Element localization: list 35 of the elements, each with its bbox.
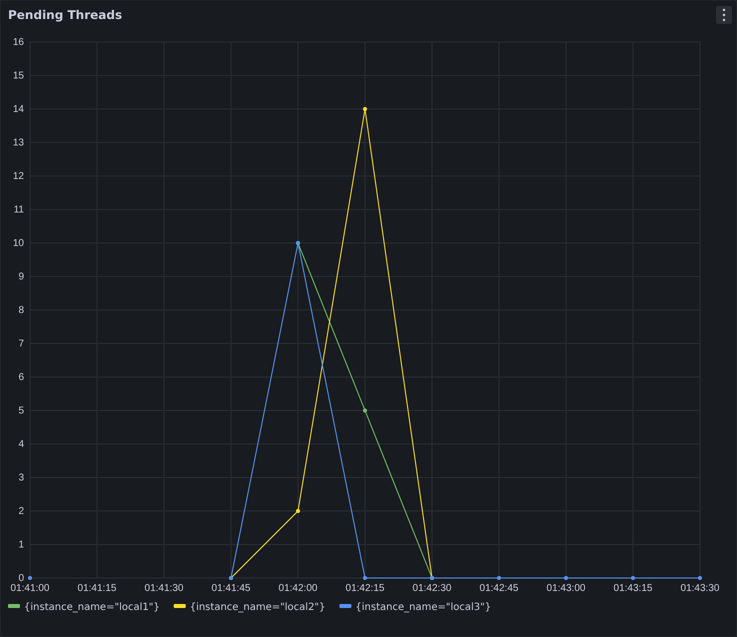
y-tick-label: 7 (18, 338, 24, 350)
y-tick-label: 0 (18, 573, 24, 584)
y-tick-label: 1 (18, 540, 24, 551)
legend-label: {instance_name="local3"} (355, 602, 492, 613)
x-tick-label: 01:42:00 (278, 583, 318, 594)
point (363, 408, 367, 412)
x-tick-label: 01:42:45 (480, 583, 519, 594)
y-tick-label: 8 (18, 305, 24, 316)
y-tick-label: 14 (12, 104, 24, 116)
y-tick-label: 16 (12, 37, 24, 48)
x-tick-label: 01:43:30 (680, 583, 720, 594)
y-tick-label: 12 (12, 171, 24, 182)
y-tick-label: 3 (18, 472, 24, 484)
y-tick-label: 4 (18, 439, 24, 450)
y-tick-label: 5 (18, 406, 24, 417)
y-tick-label: 10 (12, 238, 24, 250)
point (363, 107, 367, 111)
x-tick-label: 01:43:00 (546, 583, 586, 594)
legend-label: {instance_name="local1"} (24, 602, 160, 613)
x-tick-label: 01:42:15 (346, 583, 385, 594)
x-tick-label: 01:41:00 (10, 583, 50, 594)
x-tick-label: 01:42:30 (412, 583, 452, 594)
y-tick-label: 15 (12, 70, 24, 82)
chart-title: Pending Threads (8, 8, 122, 22)
x-tick-label: 01:41:30 (144, 583, 184, 594)
y-tick-label: 11 (14, 204, 24, 216)
y-tick-label: 13 (12, 138, 24, 149)
y-tick-label: 9 (18, 272, 24, 283)
x-tick-label: 01:41:45 (212, 583, 251, 594)
legend-label: {instance_name="local2"} (190, 602, 326, 613)
point (296, 509, 300, 513)
x-tick-label: 01:43:15 (614, 583, 653, 594)
y-tick-label: 2 (18, 506, 24, 518)
x-tick-label: 01:41:15 (78, 583, 117, 594)
y-tick-label: 6 (18, 372, 24, 384)
